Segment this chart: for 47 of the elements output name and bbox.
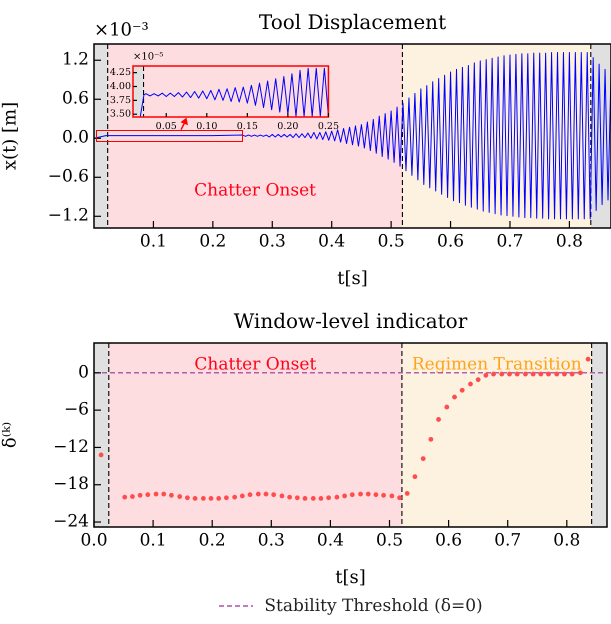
x-tick-label: 0.20 [277,121,298,132]
band-label: Regimen Transition [412,354,582,374]
x-tick-label: 0.3 [258,232,286,252]
text: ×10⁻³ [94,20,149,41]
annotation: ×10⁻⁵ [133,52,164,63]
x-tick-label: 0.4 [316,530,344,551]
legend-label: Stability Threshold (δ=0) [264,596,483,616]
chart-title: Tool Displacement [258,10,446,34]
x-tick-label: 0.8 [556,232,583,252]
y-tick-label: −1.2 [48,206,89,226]
y-tick-label: 4.25 [110,67,131,78]
band-label: Chatter Onset [194,354,316,374]
x-axis-title: t[s] [335,566,366,588]
y-axis-title: x(t) [m] [0,102,20,170]
x-tick-label: 0.5 [376,530,404,551]
x-tick-label: 0.1 [140,530,167,551]
x-tick-label: 0.0 [80,530,108,551]
x-tick-label: 0.25 [318,121,339,132]
y-tick-label: −24 [53,511,89,532]
y-tick-label: 0 [78,362,89,382]
y-tick-label: −18 [53,474,89,494]
y-tick-label: 0.6 [62,88,89,109]
y-tick-label: −12 [53,436,89,457]
x-tick-label: 0.8 [553,530,580,551]
x-tick-label: 0.2 [198,530,226,551]
x-tick-label: 0.05 [156,121,177,132]
y-tick-label: 1.2 [62,50,89,70]
y-tick-label: −6 [64,400,89,420]
x-tick-label: 0.6 [437,232,464,252]
x-tick-label: 0.1 [140,232,167,252]
x-tick-label: 0.10 [196,121,218,132]
x-tick-label: 0.3 [258,530,285,551]
y-tick-label: 3.50 [110,108,131,120]
x-tick-label: 0.7 [494,530,522,551]
x-axis-title: t[s] [337,268,368,289]
x-tick-label: 0.7 [496,232,524,252]
x-tick-label: 0.15 [236,121,258,132]
y-tick-label: −0.6 [48,166,89,187]
y-tick-label: 4.00 [110,80,131,92]
y-tick-label: 3.75 [110,94,131,106]
x-tick-label: 0.6 [435,530,462,551]
x-tick-label: 0.2 [199,232,226,252]
x-tick-label: 0.4 [318,232,346,252]
y-axis-title: δ⁽ᵏ⁾ [0,422,20,448]
band-label: Chatter Onset [194,180,316,201]
x-tick-label: 0.5 [378,232,405,252]
chart-title: Window-level indicator [234,309,468,334]
